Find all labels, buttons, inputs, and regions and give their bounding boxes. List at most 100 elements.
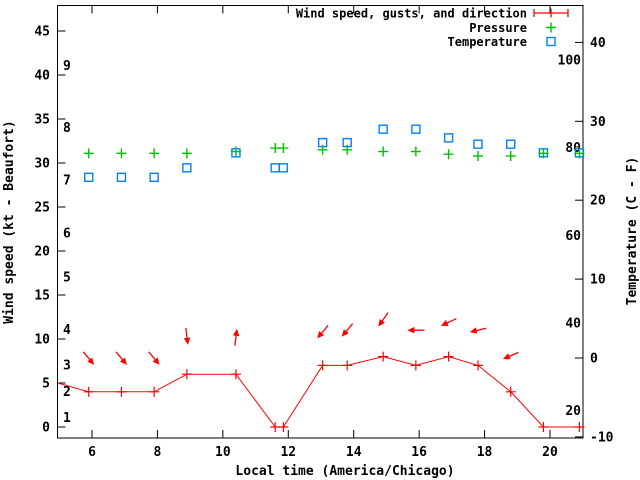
right-tick-label: 10: [590, 273, 606, 288]
pressure-marker: [505, 150, 516, 161]
wind-direction-arrow-head: [407, 327, 415, 334]
x-tick-label: 10: [215, 445, 231, 460]
temperature-marker: [506, 139, 516, 149]
left-tick-label: 30: [34, 157, 50, 172]
wind-speed-marker: [443, 351, 454, 362]
pressure-marker: [378, 146, 389, 157]
pressure-marker: [538, 148, 549, 159]
pressure-marker: [443, 149, 454, 160]
beaufort-scale-label: 3: [63, 358, 71, 373]
wind-speed-marker: [410, 360, 421, 371]
beaufort-scale-label: 6: [63, 226, 71, 241]
wind-speed-marker: [538, 422, 549, 432]
wind-speed-marker: [378, 351, 389, 362]
temperature-marker: [116, 172, 127, 183]
left-tick-label: 20: [34, 245, 50, 260]
left-tick-label: 35: [34, 113, 50, 128]
wind-speed-marker: [83, 386, 94, 397]
right-tick-label: 40: [590, 36, 606, 51]
x-tick-label: 8: [154, 445, 162, 460]
wind-speed-marker: [473, 360, 484, 371]
fahrenheit-scale-label: 80: [565, 141, 581, 156]
x-tick-label: 6: [88, 445, 96, 460]
wind-direction-arrow-head: [317, 331, 325, 339]
wind-direction-arrow-head: [152, 357, 160, 365]
pressure-marker: [410, 146, 421, 157]
beaufort-scale-label: 4: [63, 323, 71, 338]
left-tick-label: 40: [34, 69, 50, 84]
wind-speed-marker: [230, 369, 241, 380]
left-tick-label: 10: [34, 333, 50, 348]
left-axis-title: Wind speed (kt - Beaufort): [2, 120, 17, 324]
beaufort-scale-label: 5: [63, 270, 71, 285]
beaufort-scale-label: 9: [63, 59, 71, 74]
wind-speed-marker: [116, 386, 127, 397]
wind-direction-arrow-head: [183, 337, 191, 345]
pressure-marker: [317, 144, 328, 155]
beaufort-scale-label: 2: [63, 385, 71, 400]
left-tick-label: 45: [34, 25, 50, 40]
wind-speed-line: [57, 356, 580, 428]
pressure-marker: [116, 148, 127, 159]
left-tick-label: 5: [42, 377, 50, 392]
temperature-marker: [149, 172, 159, 183]
wind-speed-marker: [574, 422, 585, 432]
fahrenheit-scale-label: 40: [565, 316, 581, 331]
legend-entry-label: Pressure: [469, 21, 527, 35]
right-tick-label: -10: [590, 430, 614, 445]
wind-speed-marker: [181, 369, 192, 380]
x-tick-label: 18: [477, 445, 493, 460]
temperature-marker: [443, 133, 454, 143]
left-tick-label: 25: [34, 201, 50, 216]
x-tick-label: 12: [280, 445, 296, 460]
pressure-marker: [574, 148, 585, 159]
legend-temperature-sample: [546, 36, 556, 47]
temperature-marker: [473, 139, 483, 149]
wind-speed-marker: [317, 360, 328, 371]
plot-render-root: 6 8 10 12 14 16 18 20051015202530354045-1001020…: [34, 5, 614, 460]
legend-entry-label: Wind speed, gusts, and direction: [296, 7, 527, 21]
legend-pressure-sample: [546, 22, 556, 33]
wind-speed-marker: [342, 360, 353, 371]
wind-direction-arrow-head: [87, 357, 95, 365]
x-axis-title: Local time (America/Chicago): [235, 464, 454, 479]
beaufort-scale-label: 8: [63, 121, 71, 136]
temperature-marker: [278, 163, 289, 173]
pressure-marker: [149, 148, 160, 159]
pressure-marker: [230, 146, 241, 157]
legend-entry-label: Temperature: [448, 35, 527, 49]
wind-direction-arrow-head: [232, 328, 240, 337]
pressure-marker: [278, 143, 289, 154]
x-tick-label: 16: [411, 445, 427, 460]
temperature-marker: [270, 163, 280, 173]
temperature-marker: [411, 124, 421, 134]
temperature-marker: [182, 163, 192, 173]
wind-speed-marker: [278, 422, 289, 432]
pressure-marker: [473, 150, 484, 161]
wind-direction-arrow-head: [440, 320, 449, 326]
temperature-marker: [378, 124, 388, 134]
left-tick-label: 0: [42, 421, 50, 436]
fahrenheit-scale-label: 60: [565, 229, 581, 244]
fahrenheit-scale-label: 100: [558, 53, 582, 68]
beaufort-scale-label: 1: [63, 411, 71, 426]
right-tick-label: 30: [590, 115, 606, 130]
wind-speed-marker: [149, 386, 160, 397]
x-tick-label: 20: [542, 445, 558, 460]
right-tick-label: 20: [590, 194, 606, 209]
wind-direction-arrow-head: [469, 327, 478, 334]
wind-direction-arrow-head: [502, 353, 511, 360]
left-tick-label: 15: [34, 289, 50, 304]
fahrenheit-scale-label: 20: [565, 404, 581, 419]
wind-direction-arrow-head: [119, 357, 127, 365]
x-tick-label: 14: [346, 445, 362, 460]
pressure-marker: [181, 148, 192, 159]
right-axis-title: Temperature (C - F): [625, 157, 640, 306]
temperature-marker: [84, 172, 94, 183]
pressure-marker: [342, 144, 353, 155]
pressure-marker: [83, 148, 94, 159]
wind-speed-marker: [505, 386, 516, 397]
wind-direction-arrow-head: [341, 329, 349, 337]
